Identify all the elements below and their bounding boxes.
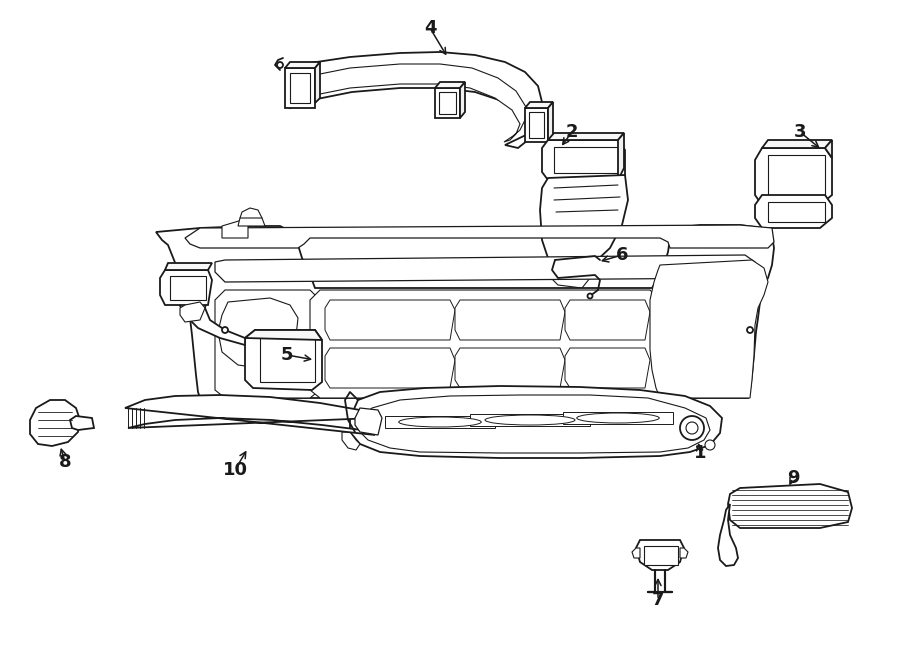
Polygon shape: [342, 432, 360, 450]
Polygon shape: [350, 386, 722, 458]
Polygon shape: [455, 300, 565, 340]
Polygon shape: [215, 255, 755, 282]
Polygon shape: [755, 195, 832, 228]
Polygon shape: [548, 133, 624, 140]
Text: 6: 6: [616, 246, 628, 264]
Polygon shape: [554, 147, 618, 173]
Polygon shape: [435, 82, 465, 88]
Polygon shape: [165, 263, 212, 270]
Polygon shape: [185, 225, 774, 248]
Polygon shape: [650, 260, 768, 398]
Polygon shape: [618, 133, 624, 180]
Text: 5: 5: [281, 346, 293, 364]
Polygon shape: [218, 298, 298, 368]
Polygon shape: [180, 302, 205, 322]
Polygon shape: [290, 52, 542, 148]
Ellipse shape: [485, 415, 575, 425]
Polygon shape: [460, 82, 465, 118]
Polygon shape: [439, 92, 456, 114]
Circle shape: [705, 440, 715, 450]
Polygon shape: [768, 202, 825, 222]
Polygon shape: [540, 175, 628, 270]
Polygon shape: [825, 140, 832, 158]
Polygon shape: [644, 546, 678, 565]
Polygon shape: [455, 348, 565, 388]
Polygon shape: [728, 484, 852, 528]
Polygon shape: [355, 408, 382, 435]
Polygon shape: [238, 218, 265, 226]
Polygon shape: [385, 416, 495, 428]
Polygon shape: [160, 270, 212, 305]
Polygon shape: [435, 88, 460, 118]
Polygon shape: [315, 62, 320, 103]
Polygon shape: [70, 416, 94, 430]
Circle shape: [686, 422, 698, 434]
Polygon shape: [170, 276, 206, 300]
Polygon shape: [632, 548, 640, 558]
Polygon shape: [718, 504, 738, 566]
Polygon shape: [768, 155, 825, 198]
Polygon shape: [545, 260, 590, 288]
Polygon shape: [565, 348, 650, 388]
Text: 2: 2: [566, 123, 578, 141]
Polygon shape: [215, 290, 320, 398]
Polygon shape: [285, 68, 315, 108]
Circle shape: [588, 293, 592, 299]
Text: 4: 4: [424, 19, 436, 37]
Circle shape: [680, 416, 704, 440]
Polygon shape: [30, 400, 80, 446]
Polygon shape: [565, 300, 650, 340]
Polygon shape: [529, 112, 544, 138]
Circle shape: [277, 62, 283, 68]
Polygon shape: [762, 140, 832, 148]
Polygon shape: [260, 337, 315, 382]
Circle shape: [747, 327, 753, 333]
Polygon shape: [245, 330, 322, 340]
Text: 7: 7: [652, 591, 664, 609]
Polygon shape: [755, 148, 832, 205]
Text: 8: 8: [58, 453, 71, 471]
Polygon shape: [125, 395, 375, 435]
Polygon shape: [222, 220, 248, 238]
Text: 9: 9: [787, 469, 799, 487]
Polygon shape: [285, 62, 320, 68]
Polygon shape: [325, 300, 455, 340]
Polygon shape: [470, 414, 590, 426]
Polygon shape: [290, 73, 310, 103]
Polygon shape: [525, 102, 553, 108]
Polygon shape: [245, 330, 322, 390]
Polygon shape: [175, 272, 245, 345]
Polygon shape: [156, 225, 774, 398]
Polygon shape: [680, 548, 688, 558]
Circle shape: [222, 327, 228, 333]
Polygon shape: [310, 290, 660, 398]
Polygon shape: [548, 102, 553, 142]
Polygon shape: [563, 412, 673, 424]
Polygon shape: [636, 540, 684, 570]
Polygon shape: [525, 108, 548, 142]
Text: 1: 1: [694, 444, 706, 462]
Polygon shape: [300, 64, 526, 142]
Ellipse shape: [577, 413, 659, 423]
Ellipse shape: [399, 417, 482, 427]
Polygon shape: [325, 348, 455, 388]
Polygon shape: [358, 395, 710, 453]
Text: 10: 10: [222, 461, 248, 479]
Polygon shape: [542, 140, 625, 180]
Text: 3: 3: [794, 123, 806, 141]
